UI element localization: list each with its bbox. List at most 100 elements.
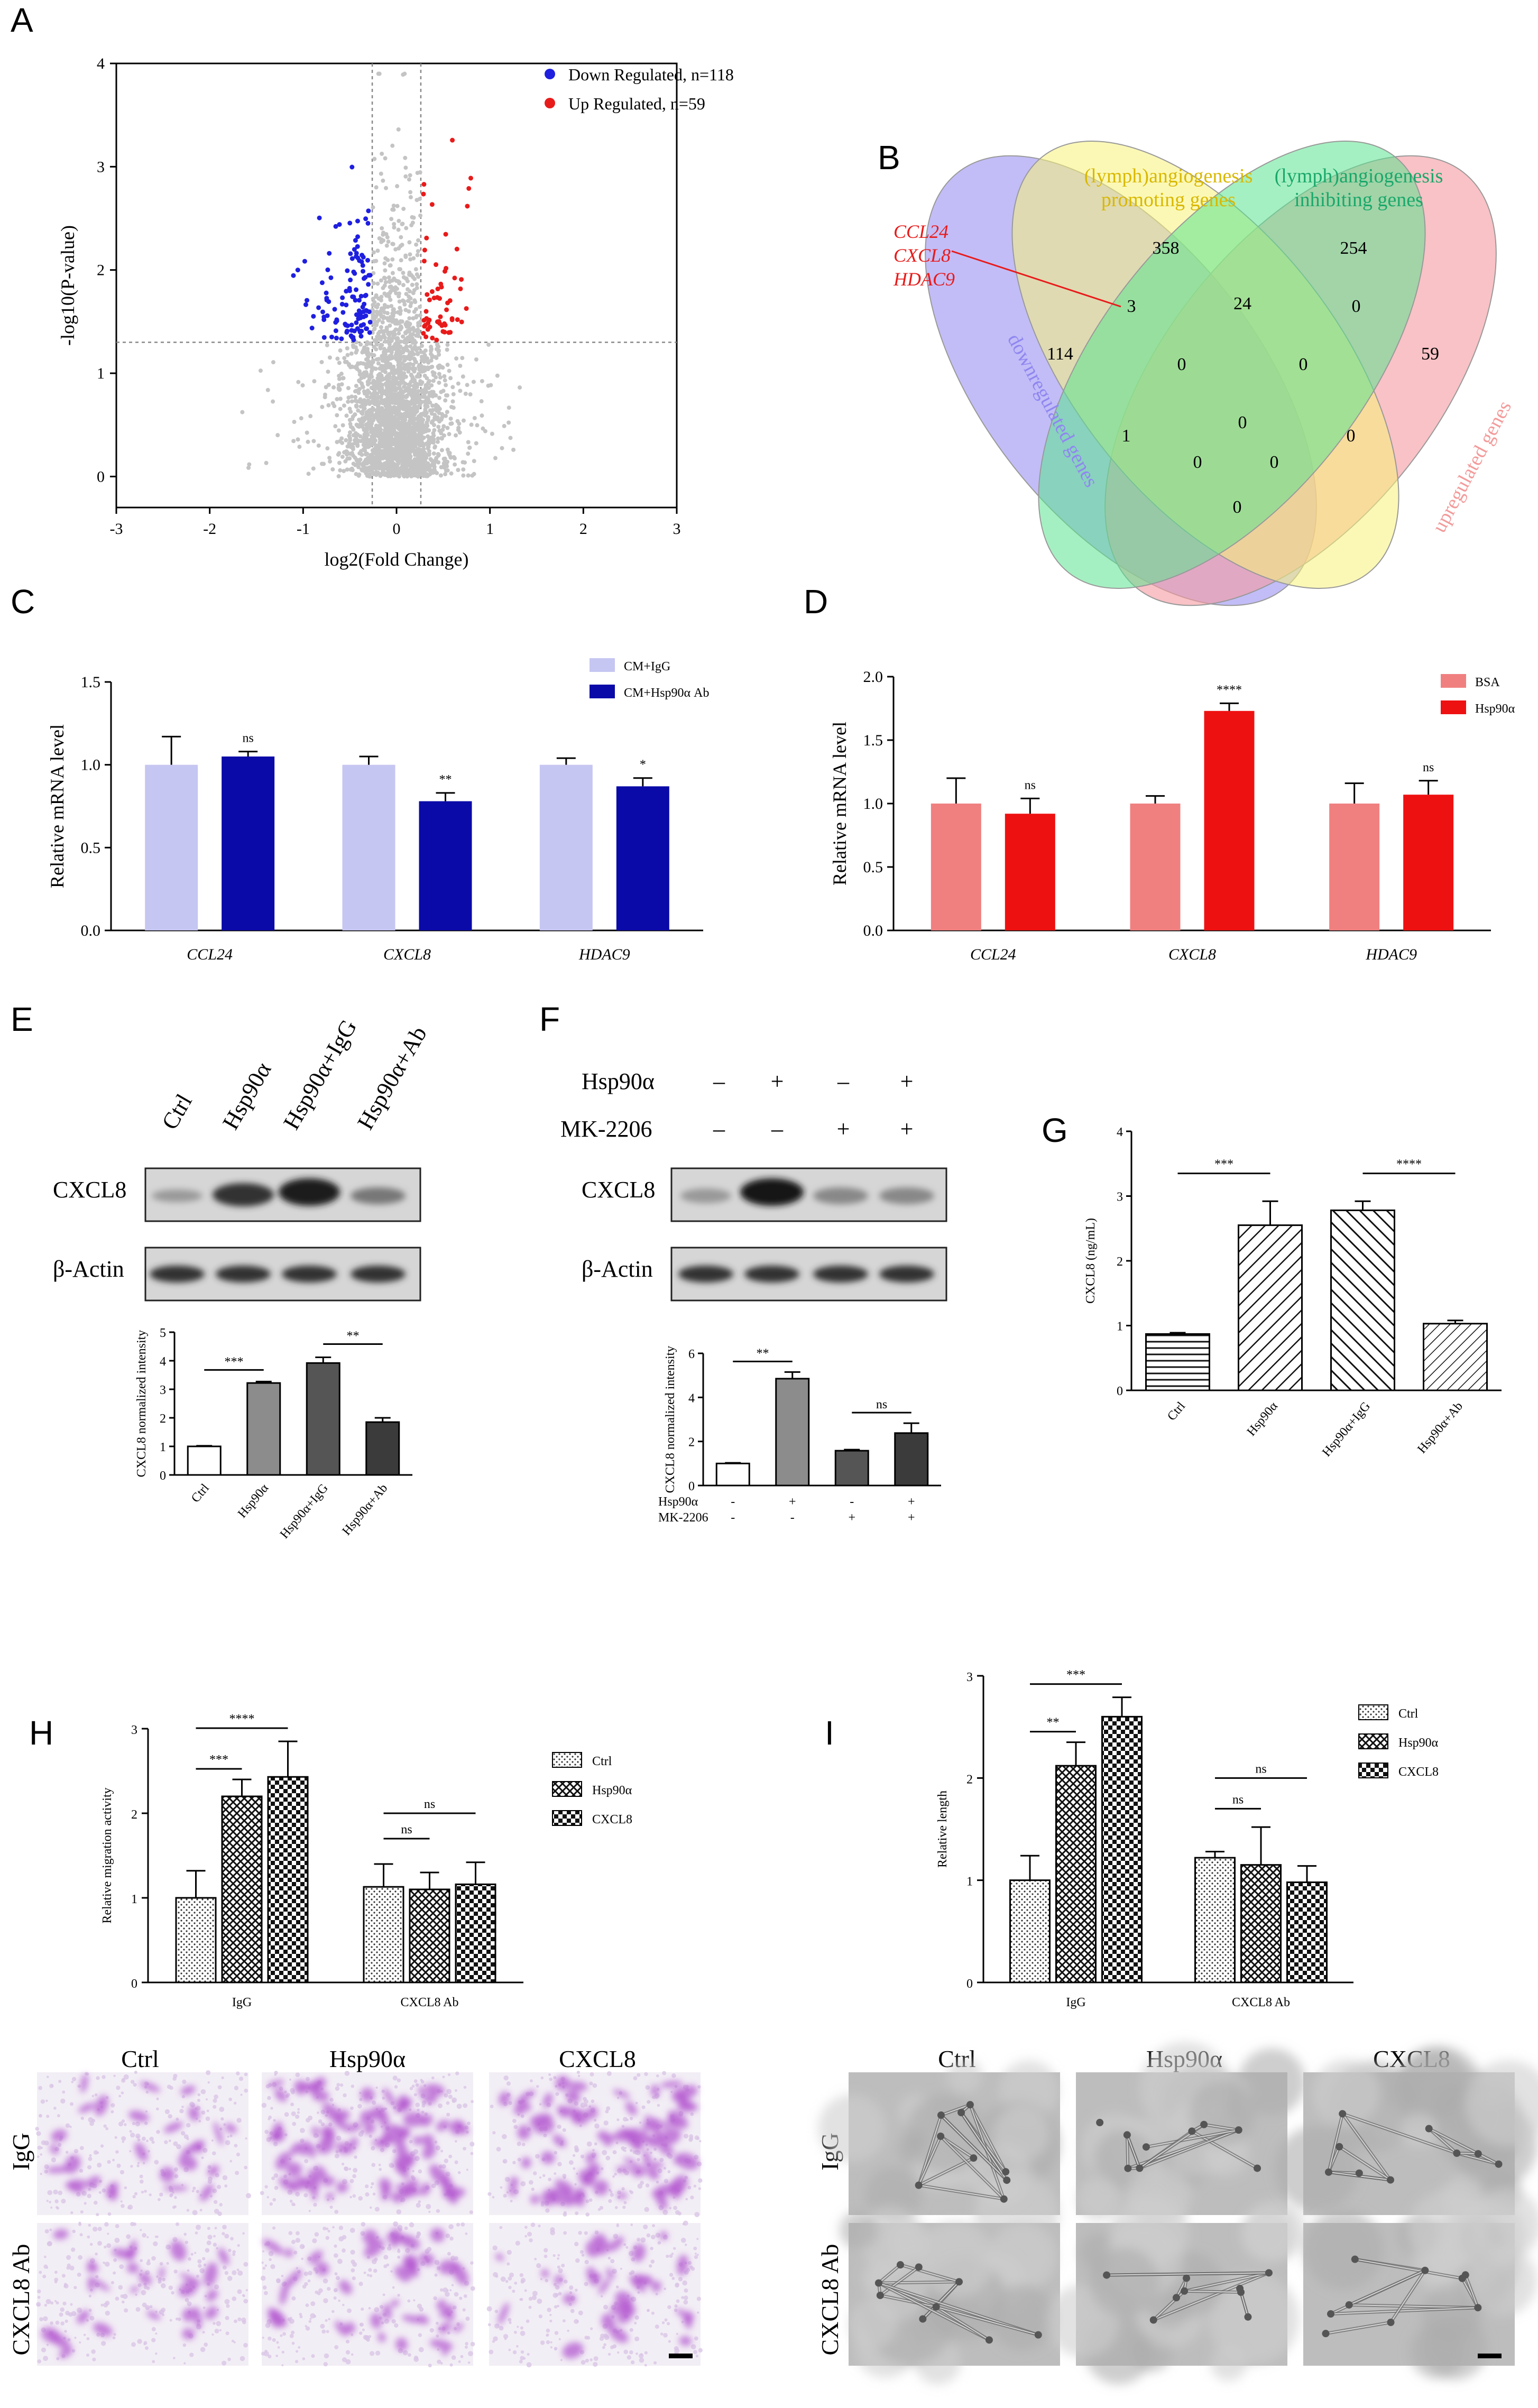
volcano-point-ns xyxy=(361,349,365,354)
pore xyxy=(106,2243,112,2248)
pore xyxy=(538,2314,542,2319)
pore xyxy=(698,2178,703,2183)
volcano-point-ns xyxy=(444,383,448,388)
volcano-point-ns xyxy=(435,342,440,346)
pore xyxy=(100,2144,104,2148)
volcano-point-ns xyxy=(469,422,474,427)
volcano-point-ns xyxy=(493,456,498,460)
pore xyxy=(207,2176,213,2182)
pore xyxy=(603,2333,608,2338)
pore xyxy=(590,2358,593,2361)
volcano-point-ns xyxy=(431,373,436,377)
pore xyxy=(96,2213,99,2217)
bar xyxy=(342,764,395,930)
pore xyxy=(136,2164,140,2167)
volcano-point-ns xyxy=(445,363,450,367)
volcano-point-up xyxy=(444,307,449,312)
pore xyxy=(636,2150,641,2155)
bar xyxy=(409,1888,450,1983)
pore xyxy=(451,2355,456,2360)
pore xyxy=(460,2355,464,2358)
y-axis-label: Relative length xyxy=(936,1791,950,1868)
pore xyxy=(37,2289,41,2294)
pore xyxy=(201,2156,204,2160)
pore xyxy=(339,2083,344,2087)
volcano-point-ns xyxy=(374,454,379,458)
pore xyxy=(352,2174,356,2179)
volcano-point-ns xyxy=(384,186,389,190)
pore xyxy=(73,2148,79,2154)
volcano-point-ns xyxy=(355,432,360,437)
volcano-point-ns xyxy=(387,316,392,321)
volcano-point-ns xyxy=(240,410,245,414)
pore xyxy=(133,2222,136,2226)
pore xyxy=(323,2298,328,2303)
pore xyxy=(634,2321,637,2325)
pore xyxy=(614,2206,618,2209)
venn-count-up: 59 xyxy=(1421,344,1439,364)
bar xyxy=(1329,804,1380,930)
volcano-point-ns xyxy=(364,412,369,417)
volcano-point-ns xyxy=(448,416,453,421)
volcano-point-ns xyxy=(448,454,453,459)
pore xyxy=(612,2175,615,2178)
pore xyxy=(88,2224,91,2227)
pore xyxy=(363,2271,366,2274)
pore xyxy=(575,2211,579,2216)
pore xyxy=(456,2103,462,2109)
pore xyxy=(148,2149,150,2153)
volcano-point-ns xyxy=(345,353,350,357)
volcano-point-ns xyxy=(445,393,449,398)
volcano-point-ns xyxy=(380,320,385,325)
pore xyxy=(121,2091,124,2095)
category-label: Ctrl xyxy=(189,1481,212,1506)
pore xyxy=(122,2141,125,2143)
volcano-point-ns xyxy=(402,449,407,454)
pore xyxy=(214,2284,219,2290)
bar xyxy=(221,1795,263,1983)
pore xyxy=(45,2099,48,2102)
pore xyxy=(446,2289,449,2292)
pore xyxy=(417,2108,420,2111)
volcano-point-ns xyxy=(411,473,416,478)
volcano-point-ns xyxy=(396,422,401,427)
pore xyxy=(96,2151,99,2154)
volcano-point-up xyxy=(435,287,440,292)
pore xyxy=(664,2167,666,2170)
pore xyxy=(546,2328,550,2333)
volcano-point-ns xyxy=(416,352,420,356)
pore xyxy=(71,2247,76,2252)
volcano-point-down xyxy=(327,251,332,256)
pore xyxy=(135,2307,141,2312)
ytick-label: 2 xyxy=(1117,1255,1123,1269)
volcano-point-ns xyxy=(450,385,455,390)
pore xyxy=(645,2085,650,2090)
pore xyxy=(447,2331,450,2335)
pore xyxy=(274,2073,277,2076)
volcano-point-ns xyxy=(401,374,406,379)
volcano-point-ns xyxy=(437,372,441,376)
pore xyxy=(214,2200,218,2204)
volcano-point-ns xyxy=(404,276,409,281)
pore xyxy=(295,2360,299,2364)
pore xyxy=(493,2272,498,2277)
pore xyxy=(206,2240,211,2246)
volcano-point-ns xyxy=(385,305,390,309)
volcano-point-ns xyxy=(393,405,398,410)
pore xyxy=(155,2352,158,2355)
volcano-point-ns xyxy=(369,372,373,376)
legend-label: Ctrl xyxy=(1398,1707,1419,1721)
pore xyxy=(272,2226,276,2230)
volcano-point-up xyxy=(429,202,435,207)
pore xyxy=(440,2149,444,2153)
volcano-point-ns xyxy=(348,365,353,370)
pore xyxy=(594,2142,597,2146)
pore xyxy=(203,2263,206,2266)
volcano-point-ns xyxy=(463,391,468,396)
pore xyxy=(539,2103,542,2106)
volcano-point-ns xyxy=(401,283,406,288)
pore xyxy=(173,2269,178,2274)
pore xyxy=(312,2238,317,2244)
volcano-point-ns xyxy=(416,334,421,338)
venn-count-all: 0 xyxy=(1238,413,1247,432)
